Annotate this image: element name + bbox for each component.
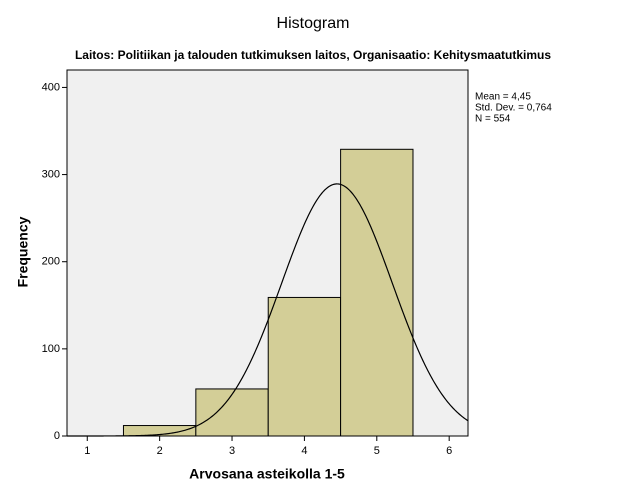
x-tick-label: 3: [229, 445, 235, 457]
bar: [195, 388, 269, 437]
chart-subtitle: Laitos: Politiikan ja talouden tutkimuks…: [75, 48, 551, 62]
y-tick-label: 300: [42, 168, 60, 180]
normal-curve: [67, 183, 469, 437]
stat-mean: Mean = 4,45: [475, 92, 531, 103]
x-axis-label: Arvosana asteikolla 1-5: [189, 466, 345, 482]
y-tick-label: 200: [42, 256, 60, 268]
stat-n: N = 554: [475, 114, 511, 125]
y-axis-label: Frequency: [15, 216, 31, 287]
x-tick-label: 2: [157, 445, 163, 457]
y-tick-label: 100: [42, 343, 60, 355]
y-tick-label: 400: [42, 81, 60, 93]
bar: [267, 296, 342, 437]
y-tick-label: 0: [54, 430, 60, 442]
chart-title: Histogram: [277, 15, 350, 32]
x-tick-label: 4: [301, 445, 307, 457]
x-tick-label: 1: [84, 445, 90, 457]
bar: [340, 148, 414, 437]
x-tick-label: 5: [374, 445, 380, 457]
x-tick-label: 6: [446, 445, 452, 457]
stat-sd: Std. Dev. = 0,764: [475, 103, 552, 114]
